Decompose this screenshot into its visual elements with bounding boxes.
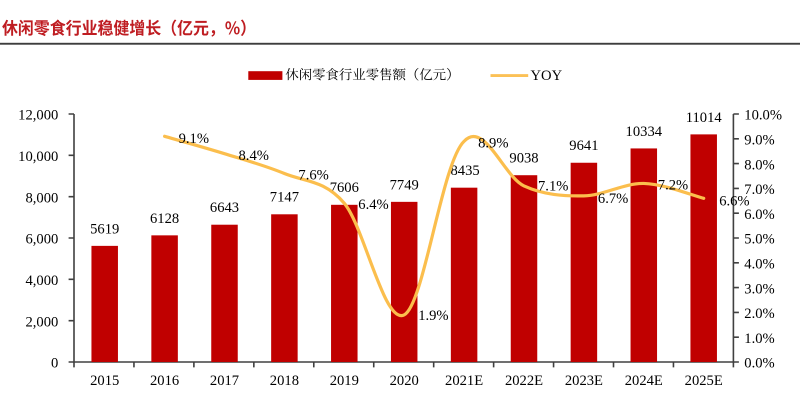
svg-text:6128: 6128 [150,211,179,227]
svg-text:10334: 10334 [626,124,663,140]
svg-text:9641: 9641 [569,138,598,154]
svg-text:2018: 2018 [270,373,299,389]
svg-text:3.0%: 3.0% [744,281,774,297]
svg-text:7.0%: 7.0% [744,182,774,198]
svg-text:4.0%: 4.0% [744,257,774,273]
svg-text:6,000: 6,000 [25,232,58,248]
svg-text:1.9%: 1.9% [418,308,448,324]
svg-text:7.2%: 7.2% [658,177,688,193]
svg-text:6643: 6643 [210,200,239,216]
svg-text:2017: 2017 [210,373,239,389]
svg-text:12,000: 12,000 [18,108,58,124]
svg-text:2.0%: 2.0% [744,306,774,322]
svg-text:11014: 11014 [686,110,723,126]
svg-text:2021E: 2021E [445,373,483,389]
svg-text:2022E: 2022E [505,373,543,389]
svg-text:6.7%: 6.7% [598,191,628,207]
svg-text:2019: 2019 [330,373,359,389]
svg-text:2023E: 2023E [565,373,603,389]
svg-text:9038: 9038 [509,151,538,167]
svg-text:0.0%: 0.0% [744,356,774,372]
svg-text:10,000: 10,000 [18,149,58,165]
svg-text:6.0%: 6.0% [744,207,774,223]
svg-text:9.0%: 9.0% [744,133,774,149]
svg-text:8.4%: 8.4% [239,148,269,164]
svg-text:8435: 8435 [451,163,480,179]
svg-text:0: 0 [51,356,58,372]
svg-text:YOY: YOY [531,68,563,84]
svg-text:7147: 7147 [270,190,299,206]
svg-text:2020: 2020 [390,373,419,389]
svg-text:2,000: 2,000 [25,314,58,330]
svg-text:10.0%: 10.0% [744,108,782,124]
svg-text:2015: 2015 [90,373,119,389]
svg-text:2016: 2016 [150,373,179,389]
svg-text:2025E: 2025E [685,373,723,389]
svg-text:5619: 5619 [90,221,119,237]
svg-text:6.6%: 6.6% [719,193,749,209]
svg-text:7749: 7749 [390,177,419,193]
svg-text:5.0%: 5.0% [744,232,774,248]
svg-text:7.1%: 7.1% [538,178,568,194]
svg-text:8.9%: 8.9% [478,136,508,152]
svg-text:7606: 7606 [330,180,359,196]
svg-text:8.0%: 8.0% [744,157,774,173]
svg-text:1.0%: 1.0% [744,331,774,347]
svg-text:8,000: 8,000 [25,190,58,206]
svg-text:7.6%: 7.6% [298,167,328,183]
svg-text:2024E: 2024E [625,373,663,389]
svg-text:9.1%: 9.1% [179,131,209,147]
svg-text:4,000: 4,000 [25,273,58,289]
svg-text:6.4%: 6.4% [358,197,388,213]
